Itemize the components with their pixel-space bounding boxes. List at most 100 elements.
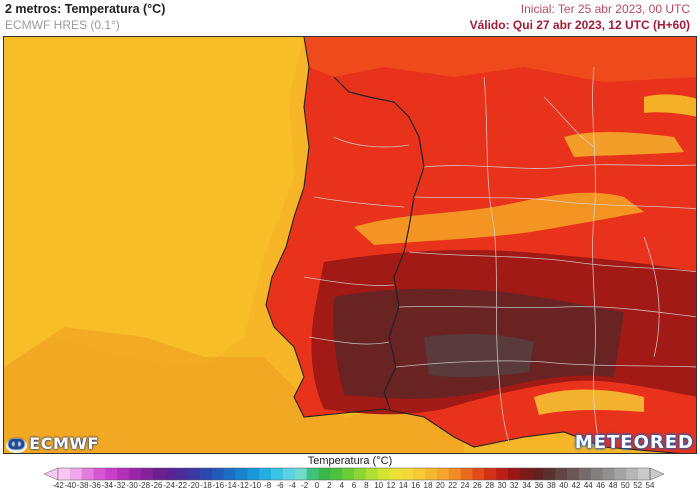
central-system-highlight — [354, 192, 644, 245]
colorbar-left-arrow — [44, 467, 59, 481]
colorbar-tick-label: 16 — [411, 481, 421, 490]
map-title: 2 metros: Temperatura (°C) — [5, 2, 166, 16]
colorbar-swatch — [294, 468, 307, 480]
valid-time: Válido: Qui 27 abr 2023, 12 UTC (H+60) — [469, 18, 690, 32]
colorbar-tick-label: 20 — [435, 481, 445, 490]
model-label: ECMWF HRES (0.1°) — [5, 18, 120, 32]
colorbar-tick-label: -16 — [212, 481, 225, 490]
colorbar-tick-label: 54 — [645, 481, 655, 490]
colorbar-swatch — [401, 468, 414, 480]
colorbar-tick-label: -12 — [237, 481, 249, 490]
colorbar-swatch — [117, 468, 130, 480]
colorbar-tick-label: -26 — [150, 481, 163, 490]
colorbar-swatch — [223, 468, 236, 480]
colorbar-tick-label: -38 — [76, 481, 89, 490]
coastline — [265, 37, 681, 453]
colorbar-tick-label: 18 — [423, 481, 433, 490]
colorbar-tick-label: 22 — [448, 481, 458, 490]
header-right: Inicial: Ter 25 abr 2023, 00 UTC Válido:… — [470, 2, 690, 33]
colorbar-tick-label: -8 — [264, 481, 272, 490]
colorbar-swatch — [235, 468, 248, 480]
temperature-map[interactable] — [3, 36, 697, 454]
colorbar-frame — [57, 467, 651, 481]
colorbar-tick-label: 48 — [608, 481, 618, 490]
colorbar-label: Temperatura (°C) — [307, 455, 393, 467]
colorbar-swatch — [614, 468, 627, 480]
colorbar-tick-label: 0 — [314, 481, 320, 490]
header-left: 2 metros: Temperatura (°C) ECMWF HRES (0… — [5, 2, 165, 33]
sierra-nevada-highlight — [534, 389, 644, 415]
colorbar-tick-label: -30 — [126, 481, 138, 490]
colorbar-swatch — [626, 468, 639, 480]
colorbar-tick-label: 50 — [620, 481, 630, 490]
map-canvas — [4, 37, 696, 453]
colorbar-tick-label: -36 — [89, 481, 101, 490]
colorbar-swatch — [602, 468, 615, 480]
colorbar-swatch — [365, 468, 378, 480]
colorbar-swatch — [306, 468, 319, 480]
colorbar-swatch — [271, 468, 284, 480]
colorbar-tick-label: -42 — [52, 481, 64, 490]
colorbar-swatch — [81, 468, 94, 480]
colorbar-swatch — [484, 468, 497, 480]
colorbar-tick-label: -2 — [301, 481, 309, 490]
colorbar-tick-label: 36 — [534, 481, 544, 490]
colorbar-tick-label: 4 — [339, 481, 344, 490]
colorbar-swatch — [354, 468, 367, 480]
colorbar-tick-label: -28 — [138, 481, 151, 490]
ocean-cooler-area — [4, 37, 304, 367]
colorbar-swatch — [555, 468, 568, 480]
colorbar-swatch — [105, 468, 118, 480]
colorbar-swatch — [342, 468, 355, 480]
colorbar-tick-label: -18 — [200, 481, 212, 490]
colorbar-right-arrow — [649, 467, 664, 481]
colorbar-tick-label: -10 — [249, 481, 262, 490]
colorbar-tick-label: -6 — [276, 481, 284, 490]
colorbar — [44, 467, 664, 481]
colorbar-swatch — [282, 468, 296, 480]
colorbar-swatch — [448, 468, 461, 480]
colorbar-tick-label: -32 — [113, 481, 126, 490]
colorbar-tick-label: 34 — [522, 481, 532, 490]
colorbar-swatch — [377, 468, 390, 480]
colorbar-swatch — [638, 468, 651, 480]
colorbar-tick-label: 26 — [472, 481, 482, 490]
colorbar-swatch — [507, 468, 521, 480]
init-time: Inicial: Ter 25 abr 2023, 00 UTC — [520, 2, 690, 16]
colorbar-tick-label: 32 — [509, 481, 519, 490]
regional-boundaries — [303, 66, 696, 446]
colorbar-swatch — [200, 468, 213, 480]
colorbar-tick-label: 14 — [398, 481, 408, 490]
colorbar-swatch — [176, 468, 189, 480]
colorbar-swatch — [519, 468, 532, 480]
colorbar-tick-label: 10 — [374, 481, 384, 490]
colorbar-swatch — [164, 468, 177, 480]
colorbar-tick-label: -20 — [187, 481, 200, 490]
colorbar-swatch — [129, 468, 142, 480]
portugal-spain-border — [333, 76, 425, 410]
colorbar-swatch — [496, 468, 509, 480]
colorbar-swatch — [389, 468, 402, 480]
colorbar-swatch — [425, 468, 438, 480]
colorbar-tick-label: -4 — [288, 481, 296, 490]
colorbar-swatch — [531, 468, 544, 480]
colorbar-tick-label: 6 — [351, 481, 357, 490]
ecmwf-logo: ↀ ECMWF — [6, 434, 99, 453]
colorbar-tick-label: 8 — [364, 481, 369, 490]
colorbar-swatch — [590, 468, 603, 480]
ecmwf-symbol-icon: ↀ — [6, 438, 28, 453]
colorbar-tick-label: -22 — [175, 481, 188, 490]
colorbar-tick-label: -24 — [163, 481, 175, 490]
colorbar-swatch — [188, 468, 201, 480]
meteored-logo: METEORED — [574, 432, 694, 453]
colorbar-tick-label: 2 — [327, 481, 332, 490]
colorbar-swatch — [140, 468, 154, 480]
colorbar-swatch — [436, 468, 450, 480]
colorbar-swatch — [152, 468, 165, 480]
colorbar-tick-label: 52 — [633, 481, 643, 490]
colorbar-tick-label: -34 — [101, 481, 114, 490]
colorbar-tick-label: 24 — [460, 481, 470, 490]
colorbar-swatch — [460, 468, 473, 480]
north-coast-band — [304, 37, 696, 82]
colorbar-swatch — [259, 468, 272, 480]
